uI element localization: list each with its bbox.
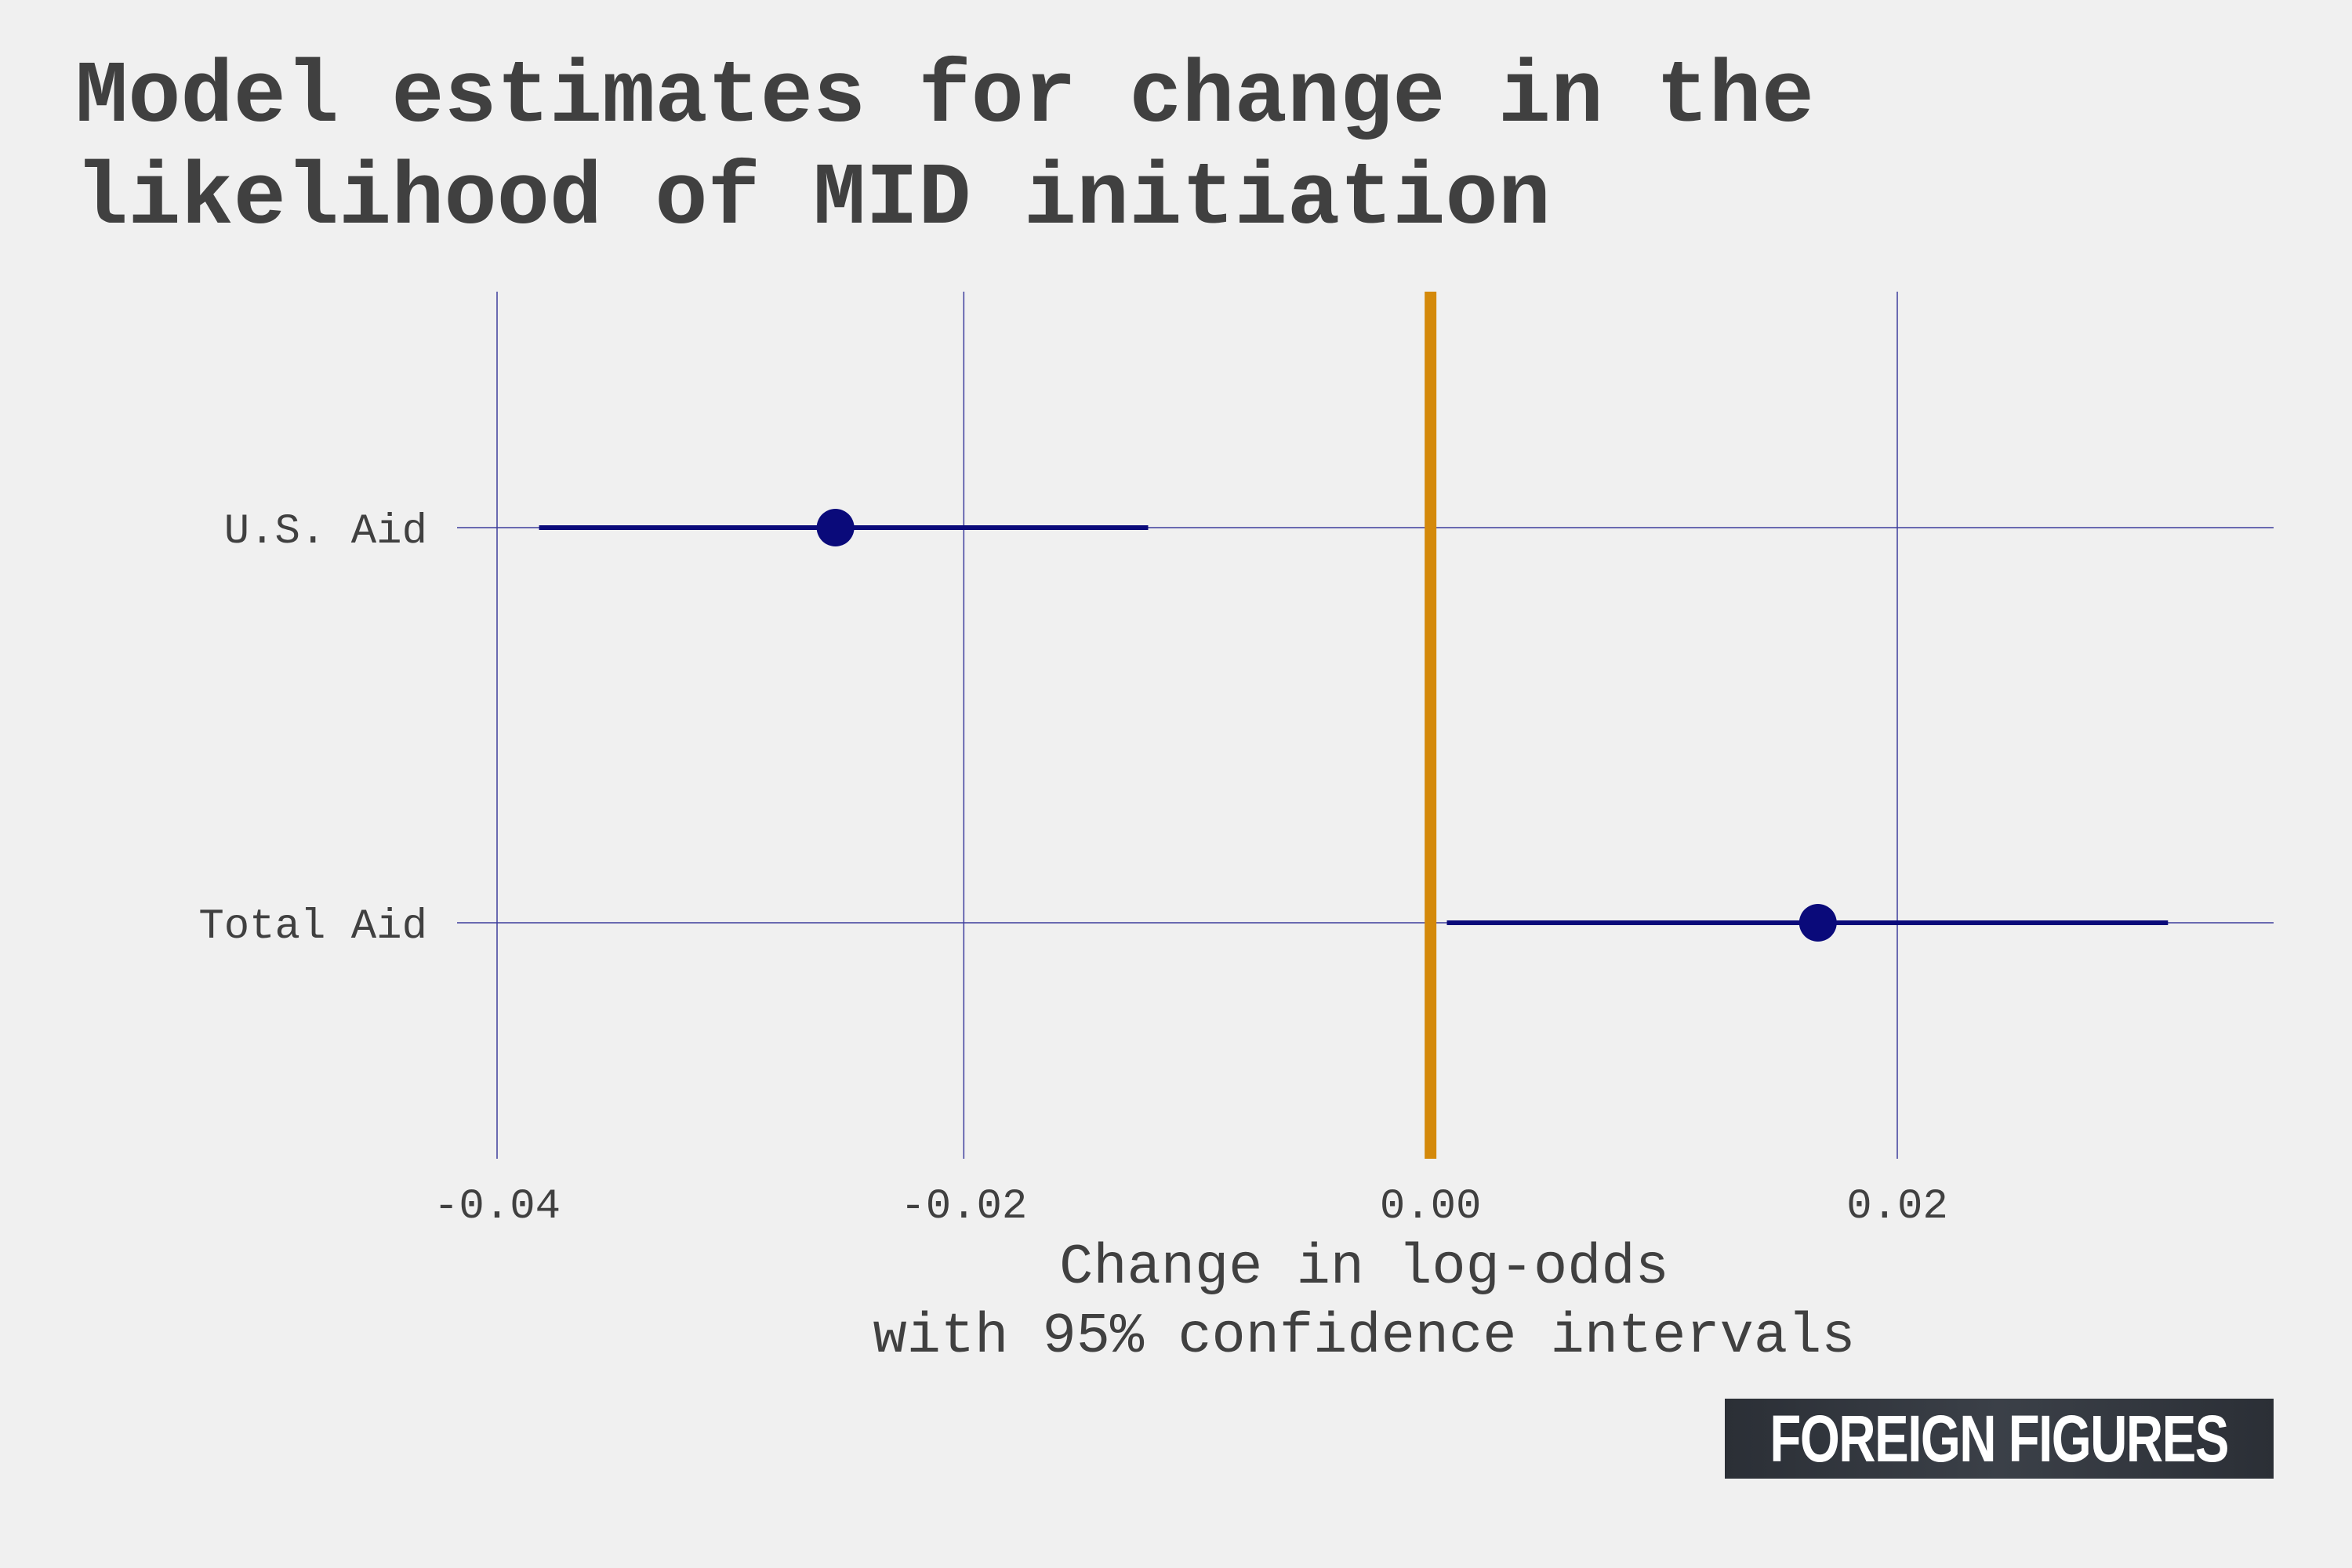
x-axis-title-line-1: Change in log-odds [1059, 1236, 1669, 1300]
category-labels: U.S. Aid Total Aid [198, 508, 427, 951]
vertical-gridlines [496, 292, 1898, 1159]
estimate-marks [539, 509, 2169, 942]
chart-title-line-1: Model estimates for change in the [75, 48, 1814, 147]
chart-title-line-2: likelihood of MID initiation [75, 150, 1551, 249]
category-label-0: U.S. Aid [224, 508, 427, 556]
x-axis-title-line-2: with 95% confidence intervals [873, 1305, 1856, 1369]
foreign-figures-logo: FOREIGN FIGURES [1725, 1399, 2274, 1479]
horizontal-gridlines [457, 527, 2274, 924]
category-label-1: Total Aid [198, 903, 427, 951]
x-axis-title: Change in log-odds with 95% confidence i… [0, 1233, 2352, 1371]
chart-title: Model estimates for change in the likeli… [75, 47, 2192, 251]
x-tick-label-1: -0.02 [900, 1183, 1027, 1231]
logo-text: FOREIGN FIGURES [1769, 1401, 2230, 1475]
estimate-point-0 [816, 509, 855, 546]
x-tick-label-0: -0.04 [434, 1183, 561, 1231]
x-tick-labels: -0.04 -0.02 0.00 0.02 [434, 1183, 1948, 1231]
x-tick-label-3: 0.02 [1846, 1183, 1948, 1231]
estimate-point-1 [1798, 904, 1837, 942]
x-tick-label-2: 0.00 [1380, 1183, 1482, 1231]
